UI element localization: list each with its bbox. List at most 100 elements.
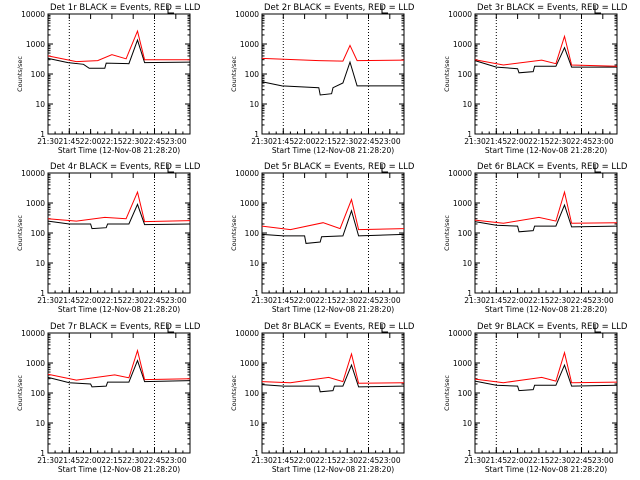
x-tick-label: 23:00 <box>379 137 401 146</box>
events-series-line <box>47 359 191 388</box>
x-tick-label: 21:45 <box>485 456 507 465</box>
y-tick-label: 10 <box>35 100 45 109</box>
x-tick-label: 21:30 <box>37 296 59 305</box>
det-panel: Det 6r BLACK = Events, RED = LLD 1 10 100 10… <box>443 162 628 314</box>
y-tick-label: 10000 <box>448 169 472 178</box>
lld-series-line <box>261 352 405 384</box>
x-tick-label: 23:00 <box>165 296 187 305</box>
panel-title: Det 3r BLACK = Events, RED = LLD <box>477 3 628 13</box>
y-axis-label: Counts/sec <box>230 215 238 251</box>
x-tick-label: 22:15 <box>528 296 550 305</box>
y-tick-label: 1 <box>40 130 45 139</box>
det-panel: Det 5r BLACK = Events, RED = LLD 1 10 100 10… <box>230 162 415 314</box>
y-tick-label: 10 <box>35 419 45 428</box>
y-tick-label: 10000 <box>235 169 259 178</box>
x-tick-label: 22:30 <box>122 137 144 146</box>
panel-title: Det 5r BLACK = Events, RED = LLD <box>264 162 415 172</box>
x-tick-label: 22:30 <box>336 137 358 146</box>
x-axis-label: Start Time (12-Nov-08 21:28:20) <box>272 305 394 314</box>
y-tick-label: 10000 <box>21 10 45 19</box>
lld-series-line <box>474 190 618 224</box>
x-tick-label: 21:45 <box>485 137 507 146</box>
x-tick-label: 21:45 <box>272 137 294 146</box>
lld-series-line <box>261 197 405 231</box>
det-panel: Det 2r BLACK = Events, RED = LLD 1 10 100 10… <box>230 3 415 155</box>
y-tick-label: 1 <box>40 449 45 458</box>
events-series-line <box>474 203 618 233</box>
x-axis-label: Start Time (12-Nov-08 21:28:20) <box>485 305 607 314</box>
y-axis-label: Counts/sec <box>443 215 451 251</box>
corner-mark <box>167 164 174 173</box>
x-tick-label: 21:30 <box>251 296 273 305</box>
corner-mark <box>167 5 174 14</box>
x-tick-label: 22:45 <box>358 137 380 146</box>
x-tick-label: 22:45 <box>571 137 593 146</box>
x-tick-label: 22:30 <box>549 137 571 146</box>
x-tick-label: 21:30 <box>464 137 486 146</box>
x-tick-label: 22:15 <box>315 456 337 465</box>
x-tick-label: 22:30 <box>549 296 571 305</box>
x-tick-label: 21:30 <box>37 456 59 465</box>
x-tick-label: 22:45 <box>144 296 166 305</box>
x-tick-label: 22:15 <box>315 137 337 146</box>
x-tick-label: 22:15 <box>101 137 123 146</box>
x-tick-label: 22:00 <box>507 296 529 305</box>
y-tick-label: 10 <box>462 259 472 268</box>
y-tick-label: 10 <box>249 100 259 109</box>
y-tick-label: 100 <box>245 229 260 238</box>
y-tick-label: 1000 <box>26 359 45 368</box>
lld-series-line <box>474 350 618 384</box>
y-axis-label: Counts/sec <box>16 215 24 251</box>
x-tick-label: 22:00 <box>294 296 316 305</box>
events-series-line <box>261 60 404 96</box>
corner-mark <box>594 324 601 333</box>
x-tick-label: 22:00 <box>80 137 102 146</box>
events-series-line <box>47 203 191 230</box>
events-series-line <box>474 363 618 392</box>
y-axis-label: Counts/sec <box>443 56 451 92</box>
y-tick-label: 10 <box>249 259 259 268</box>
corner-mark <box>167 324 174 333</box>
det-panel: Det 1r BLACK = Events, RED = LLD 1 10 100 10… <box>16 3 201 155</box>
x-tick-label: 22:30 <box>336 296 358 305</box>
x-tick-label: 23:00 <box>592 137 614 146</box>
x-axis-label: Start Time (12-Nov-08 21:28:20) <box>485 146 607 155</box>
corner-mark <box>381 5 388 14</box>
det-panel: Det 9r BLACK = Events, RED = LLD 1 10 100 10… <box>443 322 628 474</box>
y-tick-label: 1 <box>254 289 259 298</box>
x-tick-label: 21:45 <box>58 456 80 465</box>
y-axis-label: Counts/sec <box>16 56 24 92</box>
y-tick-label: 10 <box>462 419 472 428</box>
y-tick-label: 100 <box>31 229 46 238</box>
y-tick-label: 1 <box>254 130 259 139</box>
det-panel: Det 3r BLACK = Events, RED = LLD 1 10 100 10… <box>443 3 628 155</box>
y-tick-label: 1000 <box>240 40 259 49</box>
y-tick-label: 1000 <box>26 199 45 208</box>
y-tick-label: 1000 <box>240 199 259 208</box>
x-tick-label: 22:00 <box>507 456 529 465</box>
x-tick-label: 23:00 <box>592 456 614 465</box>
panel-title: Det 9r BLACK = Events, RED = LLD <box>477 322 628 332</box>
x-tick-label: 22:15 <box>101 456 123 465</box>
x-tick-label: 22:00 <box>80 456 102 465</box>
y-tick-label: 1000 <box>453 359 472 368</box>
corner-mark <box>381 164 388 173</box>
events-series-line <box>474 46 617 74</box>
y-tick-label: 10000 <box>448 329 472 338</box>
det-panel: Det 7r BLACK = Events, RED = LLD 1 10 100 10… <box>16 322 201 474</box>
x-axis-label: Start Time (12-Nov-08 21:28:20) <box>58 305 180 314</box>
x-tick-label: 21:30 <box>37 137 59 146</box>
panel-title: Det 7r BLACK = Events, RED = LLD <box>50 322 201 332</box>
y-tick-label: 100 <box>458 70 473 79</box>
y-tick-label: 10000 <box>21 329 45 338</box>
panel-title: Det 2r BLACK = Events, RED = LLD <box>264 3 415 13</box>
x-tick-label: 22:15 <box>528 456 550 465</box>
events-series-line <box>261 209 405 244</box>
y-axis-label: Counts/sec <box>230 375 238 411</box>
x-tick-label: 22:30 <box>549 456 571 465</box>
y-tick-label: 100 <box>31 70 46 79</box>
x-tick-label: 22:00 <box>507 137 529 146</box>
y-tick-label: 1000 <box>240 359 259 368</box>
x-tick-label: 22:45 <box>358 296 380 305</box>
